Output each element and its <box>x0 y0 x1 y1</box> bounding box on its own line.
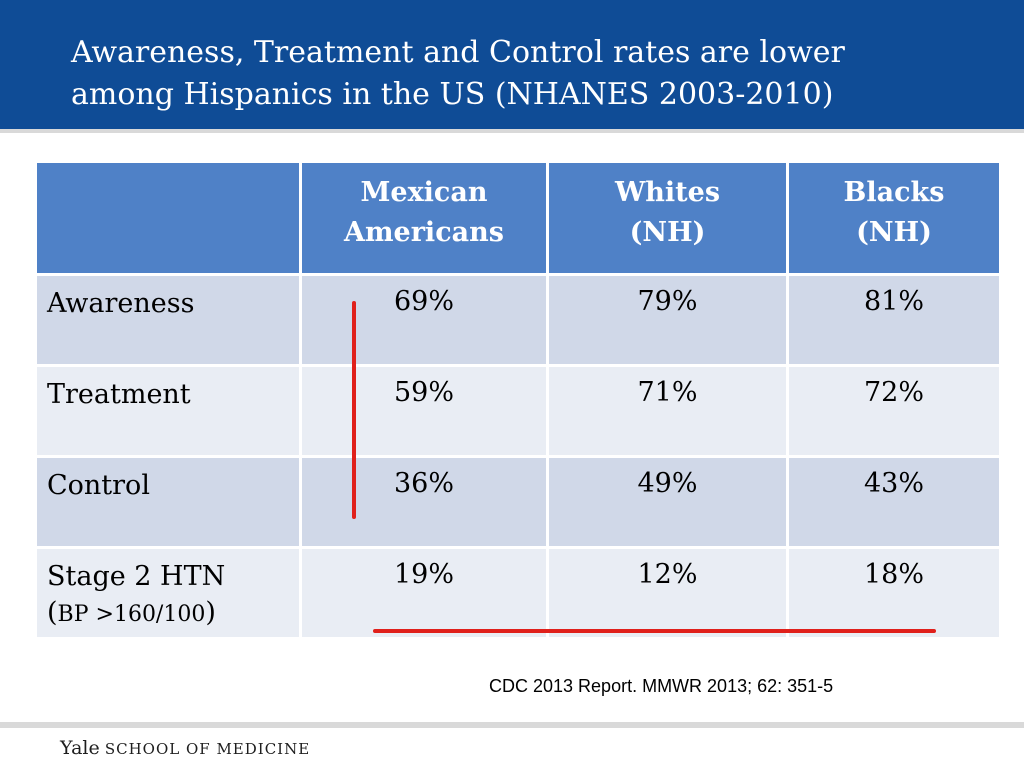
title-bar: Awareness, Treatment and Control rates a… <box>0 0 1024 133</box>
row-label: Awareness <box>34 273 302 367</box>
header-empty-cell <box>34 160 302 276</box>
logo-yale: Yale <box>60 737 100 759</box>
cell-mexican-americans: 36% <box>299 455 549 549</box>
row-label: Control <box>34 455 302 549</box>
cell-blacks: 81% <box>786 273 1002 367</box>
header-blacks: Blacks (NH) <box>786 160 1002 276</box>
cell-whites: 12% <box>546 546 789 640</box>
rates-table: Mexican Americans Whites (NH) Blacks (NH… <box>34 160 1002 640</box>
header-whites: Whites (NH) <box>546 160 789 276</box>
row-label-cell: Stage 2 HTN (BP >160/100) <box>34 546 302 640</box>
header-line: Whites <box>614 177 721 208</box>
table-row-control: Control 36% 49% 43% <box>34 455 1002 549</box>
cell-whites: 71% <box>546 364 789 458</box>
header-line: (NH) <box>629 217 706 248</box>
citation: CDC 2013 Report. MMWR 2013; 62: 351-5 <box>489 676 834 696</box>
header-line: Americans <box>344 217 504 248</box>
row-label: Treatment <box>34 364 302 458</box>
header-line: (NH) <box>856 217 932 248</box>
cell-whites: 79% <box>546 273 789 367</box>
slide-title-line-1: Awareness, Treatment and Control rates a… <box>71 35 845 70</box>
cell-whites: 49% <box>546 455 789 549</box>
footer-divider <box>0 722 1024 728</box>
slide-title: Awareness, Treatment and Control rates a… <box>71 32 991 116</box>
row-label: Stage 2 HTN <box>47 561 226 592</box>
cell-mexican-americans: 19% <box>299 546 549 640</box>
header-line: Blacks <box>843 177 945 208</box>
table-row-stage2-htn: Stage 2 HTN (BP >160/100) 19% 12% 18% <box>34 546 1002 640</box>
yale-school-of-medicine-logo: Yale SCHOOL OF MEDICINE <box>60 737 310 759</box>
table-header-row: Mexican Americans Whites (NH) Blacks (NH… <box>34 160 1002 276</box>
table-row-awareness: Awareness 69% 79% 81% <box>34 273 1002 367</box>
cell-blacks: 72% <box>786 364 1002 458</box>
logo-school: SCHOOL OF MEDICINE <box>104 740 311 758</box>
cell-mexican-americans: 59% <box>299 364 549 458</box>
annotation-vertical-line <box>352 301 356 519</box>
header-mexican-americans: Mexican Americans <box>299 160 549 276</box>
header-line: Mexican <box>360 177 488 208</box>
cell-mexican-americans: 69% <box>299 273 549 367</box>
slide-title-line-2: among Hispanics in the US (NHANES 2003-2… <box>71 77 834 112</box>
cell-blacks: 18% <box>786 546 1002 640</box>
row-sublabel: (BP >160/100) <box>47 597 216 628</box>
cell-blacks: 43% <box>786 455 1002 549</box>
table-row-treatment: Treatment 59% 71% 72% <box>34 364 1002 458</box>
annotation-horizontal-line <box>373 629 936 633</box>
row-sublabel-text: BP >160/100 <box>57 602 206 627</box>
